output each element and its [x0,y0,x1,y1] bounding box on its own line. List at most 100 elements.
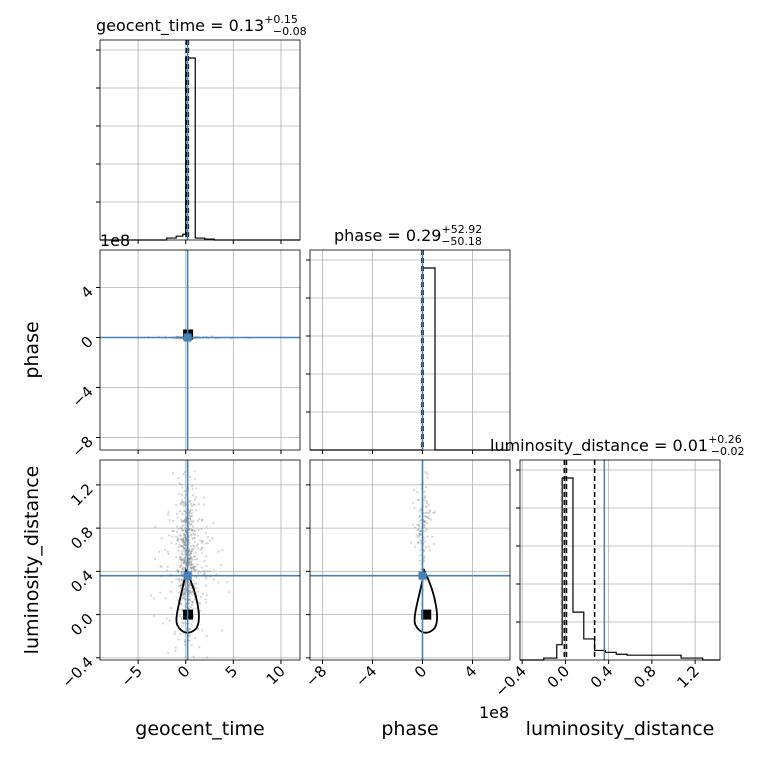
sample-point [189,560,193,563]
sample-point [193,536,197,539]
sample-point [181,553,184,556]
sample-point [182,561,186,564]
sample-point [183,547,186,551]
sample-point [188,628,191,631]
x-tick-label: −5 [118,662,146,690]
panel-geocent_time-phase [100,250,300,450]
sample-point [182,566,185,569]
sample-point [191,620,194,623]
sample-point [154,557,157,561]
sample-point [178,558,182,561]
sample-point [197,571,200,575]
sample-point [427,545,430,548]
sample-point [194,532,197,535]
sample-point [424,486,428,489]
sample-point [183,562,186,565]
density-peak [421,609,432,620]
sample-point [192,565,195,568]
sample-point [182,549,186,552]
sample-point [182,502,185,505]
sample-point [188,541,191,545]
sample-point [201,519,204,522]
sample-point [425,522,429,525]
sample-point [418,559,421,562]
sample-point [188,599,191,602]
sample-point [184,547,187,550]
sample-point [193,555,196,558]
sample-point [182,596,185,599]
sample-point [196,563,199,566]
sample-point [188,527,191,530]
sample-point [183,518,187,521]
sample-point [424,515,427,518]
sample-point [425,505,428,508]
sample-point [191,601,194,604]
sample-point [208,539,211,542]
sample-point [175,542,178,546]
sample-point [175,512,178,516]
sample-point [170,541,173,545]
sample-point [193,545,196,548]
sample-point [418,525,421,528]
sample-point [188,583,191,587]
sample-point [227,590,230,594]
sample-point [188,528,191,531]
sample-point [190,557,193,560]
sample-point [423,525,426,529]
sample-point [180,519,183,522]
sample-point [194,568,197,572]
sample-point [179,556,182,560]
sample-point [166,550,170,553]
sample-point [190,549,193,552]
histogram-geocent_time [100,57,300,241]
sample-point [189,558,192,561]
sample-point [193,529,196,532]
sample-point [184,551,187,555]
sample-point [180,608,183,611]
sample-point [190,533,193,536]
sample-point [428,549,431,552]
sample-point [426,535,429,538]
sample-point [415,534,418,537]
ylabel-phase: phase [21,321,43,378]
sample-point [416,541,419,544]
sample-point [180,549,183,553]
sample-point [181,597,184,600]
y-tick-label: −4 [68,383,96,411]
sample-point [189,590,192,593]
sample-point [206,536,210,539]
sample-point [179,558,182,561]
sample-point [189,499,192,503]
sample-point [180,578,183,581]
sample-point [188,523,191,526]
sample-point [423,555,426,558]
sample-point [191,537,194,540]
sample-point [181,529,185,532]
sample-point [190,556,193,559]
sample-point [178,492,181,495]
sample-point [190,512,193,515]
sample-point [427,517,431,520]
sample-point [180,618,183,621]
sample-point [170,580,173,584]
sample-point [190,603,194,607]
sample-point [201,629,204,632]
sample-point [183,543,186,546]
sample-point [164,597,167,600]
xlabel-phase: phase [381,718,438,740]
sample-point [183,496,186,499]
sample-point [180,499,183,502]
sample-point [185,489,188,492]
xlabel-luminosity-distance: luminosity_distance [526,718,715,740]
sample-point [176,530,179,533]
sample-point [199,610,202,613]
sample-point [188,564,191,567]
sample-point [427,512,430,515]
sample-point [197,547,200,550]
sample-point [416,490,419,494]
sample-point [184,543,188,546]
sample-point [172,519,175,522]
y-tick-label: 1.2 [67,480,97,510]
sample-point [190,485,194,488]
sample-point [195,576,198,579]
